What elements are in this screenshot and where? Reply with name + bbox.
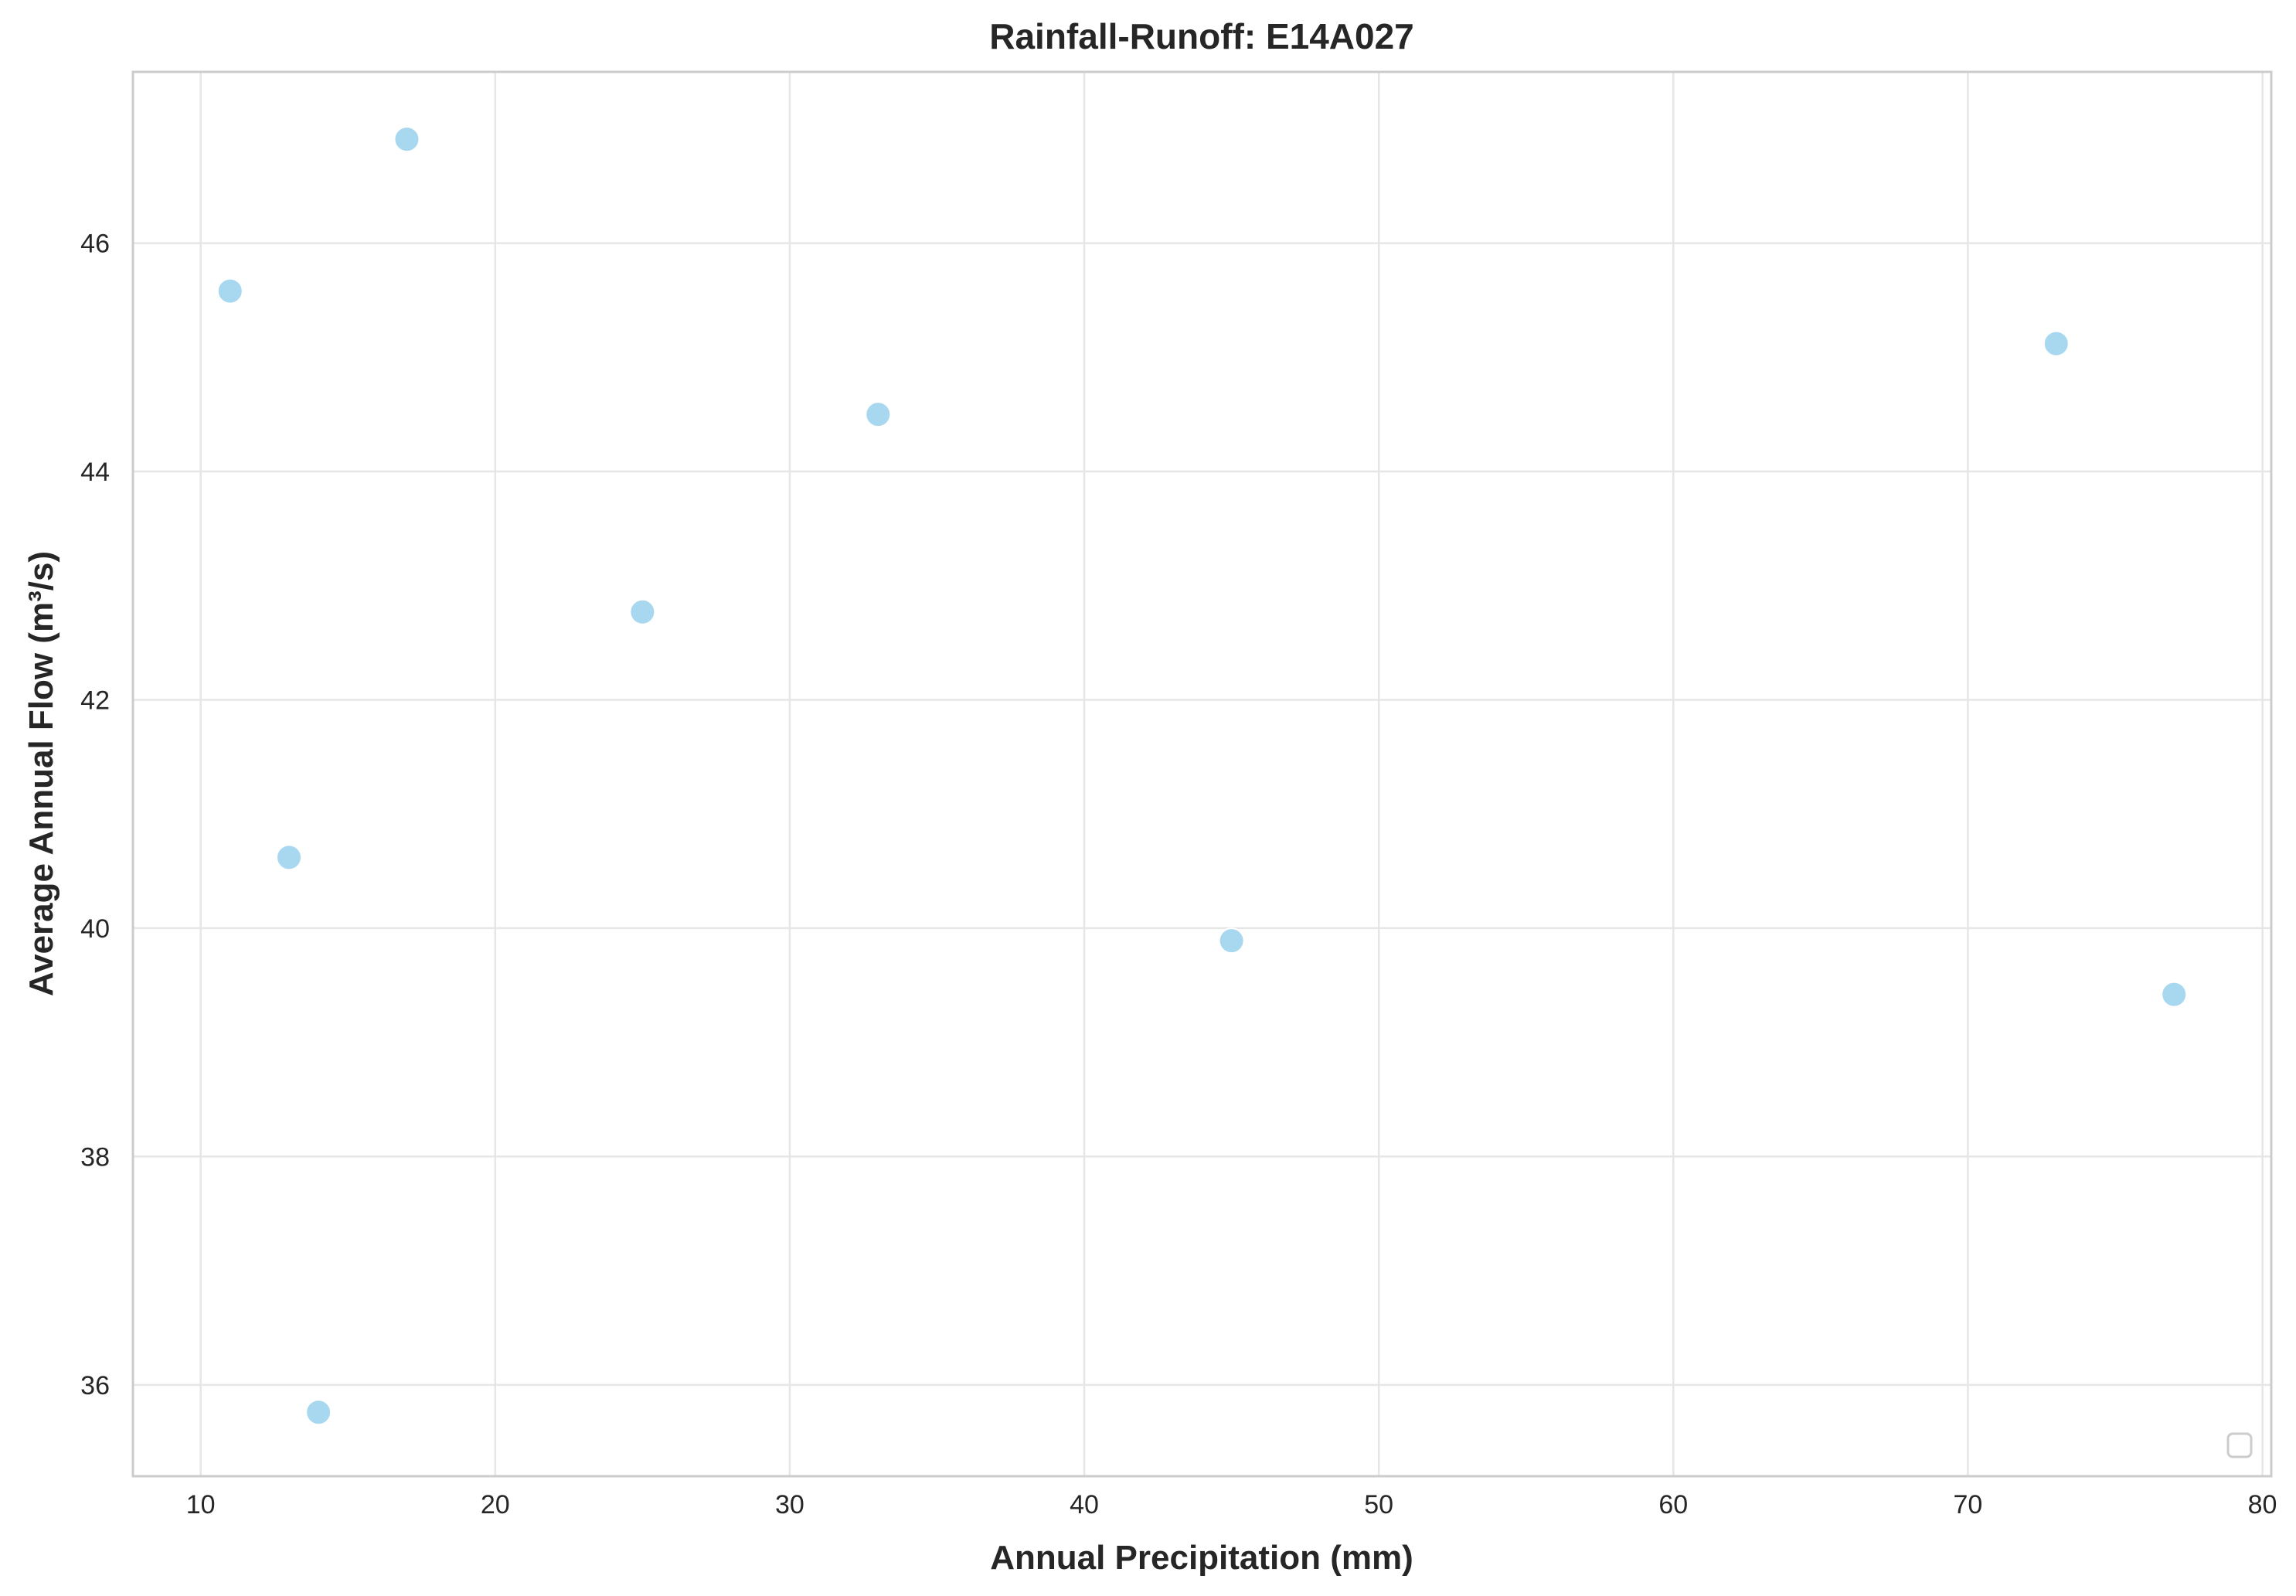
x-tick-label: 70 xyxy=(1954,1490,1983,1519)
y-tick-label: 36 xyxy=(80,1371,110,1400)
x-tick-label: 40 xyxy=(1070,1490,1099,1519)
data-point xyxy=(2161,981,2188,1008)
data-point xyxy=(305,1399,332,1426)
x-tick-label: 30 xyxy=(775,1490,804,1519)
x-tick-label: 20 xyxy=(481,1490,510,1519)
y-tick-label: 46 xyxy=(80,230,110,259)
y-axis-label: Average Annual Flow (m³/s) xyxy=(22,551,60,996)
x-tick-label: 80 xyxy=(2248,1490,2277,1519)
x-axis-label: Annual Precipitation (mm) xyxy=(990,1539,1413,1577)
grid-lines xyxy=(133,72,2271,1476)
y-tick-label: 40 xyxy=(80,914,110,944)
plot-frame xyxy=(131,70,2273,1478)
y-tick-label: 44 xyxy=(80,458,110,487)
tick-labels: 10 20 30 40 50 60 70 80 36 38 40 42 44 46 xyxy=(80,230,2277,1519)
data-point xyxy=(275,844,302,871)
data-points xyxy=(216,126,2188,1426)
data-point xyxy=(629,598,656,625)
data-point xyxy=(2043,330,2070,357)
data-point xyxy=(393,126,420,153)
x-tick-label: 10 xyxy=(186,1490,216,1519)
x-tick-label: 60 xyxy=(1658,1490,1688,1519)
chart-title: Rainfall-Runoff: E14A027 xyxy=(989,16,1414,56)
legend-box xyxy=(2226,1432,2253,1458)
y-tick-label: 38 xyxy=(80,1142,110,1172)
data-point xyxy=(1218,927,1245,955)
y-tick-label: 42 xyxy=(80,686,110,715)
x-tick-label: 50 xyxy=(1364,1490,1393,1519)
data-point xyxy=(865,401,892,428)
data-point xyxy=(216,277,243,305)
